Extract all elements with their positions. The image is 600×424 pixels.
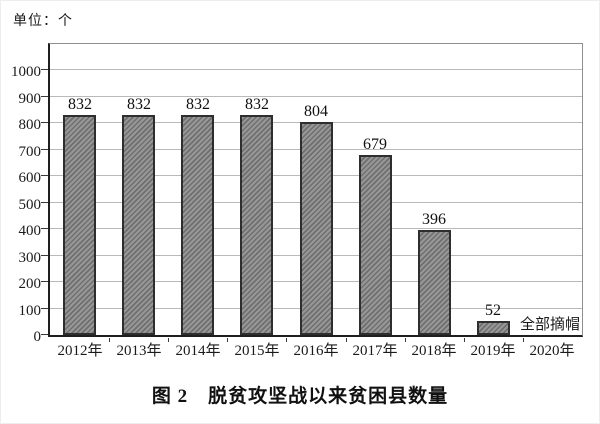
bar (300, 122, 333, 335)
y-axis-tick-label: 400 (18, 223, 42, 239)
gridline (50, 69, 582, 70)
y-axis-tick-label: 0 (33, 329, 42, 345)
y-axis-tick-label: 700 (18, 144, 42, 160)
x-axis-label: 2012年 (57, 343, 103, 359)
y-axis-tick (41, 96, 48, 97)
y-axis-labels: 0 100 200 300 400 500 600 700 800 900 1000 (0, 43, 42, 345)
bar-annotation: 全部摘帽 (519, 317, 580, 333)
bar (122, 115, 155, 335)
y-axis-tick (41, 255, 48, 256)
bar-value-label: 832 (245, 96, 269, 113)
bar-value-label: 832 (127, 96, 151, 113)
y-axis-tick (41, 334, 48, 335)
x-axis-tick (227, 338, 228, 342)
x-axis-tick (346, 338, 347, 342)
plot-area: 832 832 832 832 804 679 396 52 全部摘帽 (41, 43, 583, 342)
bar (181, 115, 214, 335)
y-axis-tick-label: 300 (18, 250, 42, 266)
x-axis-label: 2013年 (116, 343, 162, 359)
x-axis-label: 2019年 (470, 343, 516, 359)
y-axis-tick (41, 202, 48, 203)
y-axis-tick (41, 122, 48, 123)
x-axis-label: 2018年 (411, 343, 457, 359)
x-axis-tick (168, 338, 169, 342)
bar-value-label: 832 (186, 96, 210, 113)
y-axis-tick-label: 900 (18, 91, 42, 107)
figure-caption: 图 2 脱贫攻坚战以来贫困县数量 (151, 386, 449, 407)
bar-value-label: 52 (485, 302, 501, 319)
bar-value-label: 832 (68, 96, 92, 113)
y-axis-tick-label: 600 (18, 170, 42, 186)
x-axis-tick (286, 338, 287, 342)
y-axis-tick-label: 500 (18, 197, 42, 213)
y-axis-tick (41, 308, 48, 309)
y-axis-tick (41, 228, 48, 229)
x-axis-label: 2017年 (352, 343, 398, 359)
bar (240, 115, 273, 335)
bar (63, 115, 96, 335)
x-axis-tick (109, 338, 110, 342)
x-axis-label: 2016年 (293, 343, 339, 359)
y-axis-tick (41, 281, 48, 282)
unit-label: 单位：个 (13, 14, 73, 29)
x-axis-tick (523, 338, 524, 342)
y-axis-tick-label: 1000 (11, 64, 41, 80)
x-axis-labels: 2012年 2013年 2014年 2015年 2016年 2017年 2018年 2019年… (50, 342, 582, 362)
x-axis-label: 2015年 (234, 343, 280, 359)
bar-value-label: 396 (422, 211, 446, 228)
y-axis-tick-label: 100 (18, 303, 42, 319)
x-axis-tick (464, 338, 465, 342)
y-axis-tick-label: 200 (18, 276, 42, 292)
y-axis-tick (41, 149, 48, 150)
bar (359, 155, 392, 335)
x-axis-label: 2014年 (175, 343, 221, 359)
bar-value-label: 679 (363, 136, 387, 153)
y-axis-tick-label: 800 (18, 117, 42, 133)
bar (418, 230, 451, 335)
y-axis-tick (41, 69, 48, 70)
bar-value-label: 804 (304, 103, 328, 120)
x-axis-tick (405, 338, 406, 342)
bar (477, 321, 510, 335)
gridline (50, 96, 582, 97)
y-axis-tick (41, 175, 48, 176)
x-axis-label: 2020年 (529, 343, 575, 359)
